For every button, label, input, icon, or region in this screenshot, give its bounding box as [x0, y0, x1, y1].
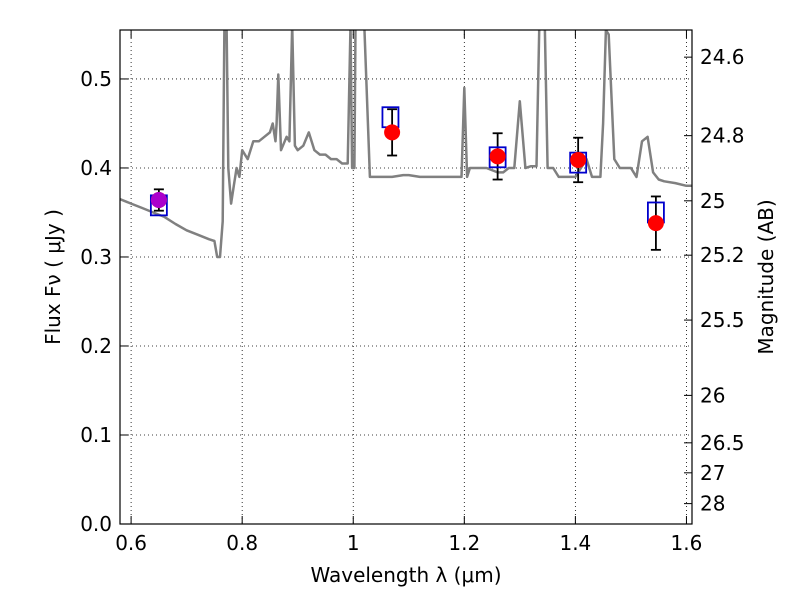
- plot-frame: [119, 29, 693, 525]
- y2-tick-label: 25: [700, 189, 725, 213]
- y2-tick-label: 28: [700, 492, 725, 516]
- axis-ticks: 0.6 0.8 1 1.2 1.4 1.6 0.0 0.1 0.2 0.3 0.4 0.5 24.6 24…: [80, 30, 745, 555]
- y-tick-label: 0.1: [80, 423, 112, 447]
- x-tick-label: 1.2: [448, 531, 480, 555]
- y-tick-label: 0.2: [80, 334, 112, 358]
- y2-tick-label: 24.8: [700, 124, 745, 148]
- model-spectrum-line: [120, 30, 692, 259]
- y2-tick-label: 26.5: [700, 431, 745, 455]
- y2-tick-label: 27: [700, 461, 725, 485]
- y2-tick-label: 25.2: [700, 243, 745, 267]
- observed-flux-point: [384, 124, 401, 141]
- x-tick-label: 1.4: [559, 531, 591, 555]
- y-tick-label: 0.0: [80, 512, 112, 536]
- x-tick-label: 0.8: [226, 531, 258, 555]
- x-tick-label: 0.6: [115, 531, 147, 555]
- y2-axis-title: Magnitude (AB): [754, 199, 778, 354]
- y-tick-label: 0.3: [80, 245, 112, 269]
- y-tick-label: 0.4: [80, 156, 112, 180]
- model-spectrum: [120, 30, 692, 259]
- highlight-flux-point: [150, 192, 167, 209]
- observed-flux-point: [489, 148, 506, 165]
- observed-flux-point: [647, 215, 664, 232]
- y2-tick-label: 25.5: [700, 308, 745, 332]
- x-tick-label: 1.6: [671, 531, 703, 555]
- observed-flux-point: [570, 151, 587, 168]
- y-tick-label: 0.5: [80, 67, 112, 91]
- x-tick-label: 1: [347, 531, 360, 555]
- photometry-points: [149, 106, 665, 251]
- y2-tick-label: 24.6: [700, 45, 745, 69]
- y-axis-title: Flux Fν ( μJy ): [41, 209, 65, 345]
- plot-background: [120, 30, 692, 524]
- model-photometry-square: [488, 146, 507, 169]
- x-axis-title: Wavelength λ (μm): [310, 563, 501, 587]
- y2-tick-label: 26: [700, 383, 725, 407]
